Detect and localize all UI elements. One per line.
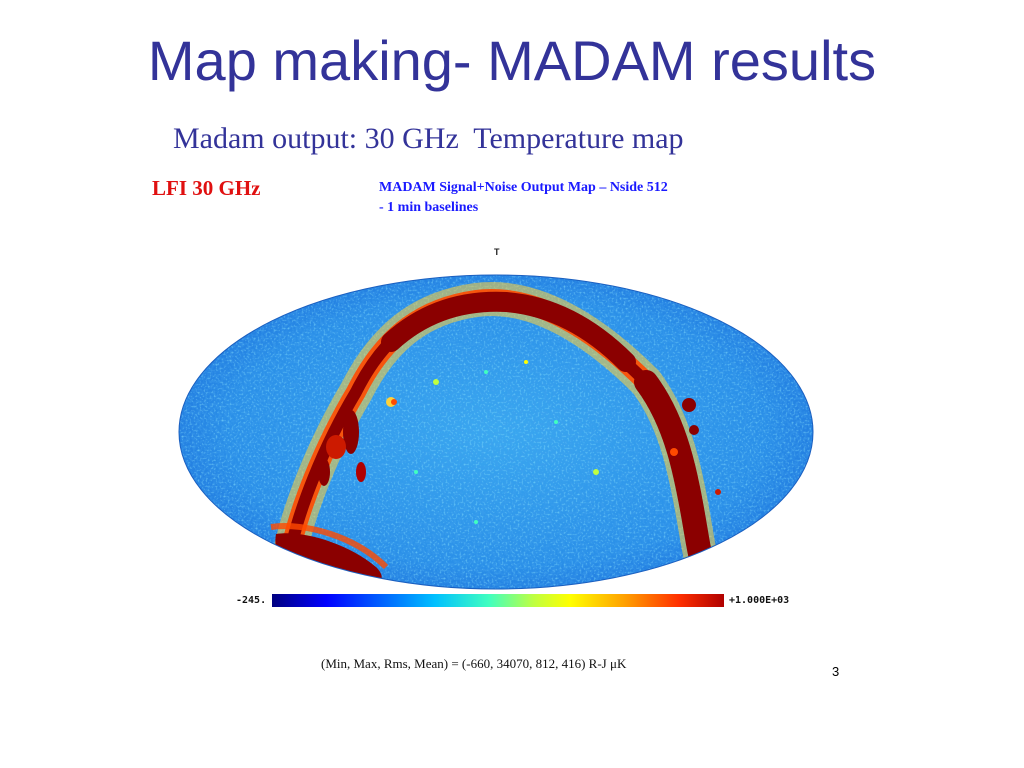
colorbar-min-label: -245.: [236, 595, 267, 606]
stokes-label: T: [494, 247, 500, 257]
map-statistics: (Min, Max, Rms, Mean) = (-660, 34070, 81…: [321, 656, 627, 671]
map-caption-line-1: MADAM Signal+Noise Output Map – Nside 51…: [379, 180, 668, 195]
page-number: 3: [832, 664, 840, 679]
lfi-label: LFI 30 GHz: [152, 176, 261, 200]
colorbar: [272, 594, 724, 607]
mollweide-sky-map: [178, 274, 814, 590]
colorbar-max-label: +1.000E+03: [729, 595, 790, 606]
slide-subtitle: Madam output: 30 GHz Temperature map: [173, 122, 684, 155]
slide-title: Map making- MADAM results: [147, 29, 877, 92]
map-caption-line-2: - 1 min baselines: [379, 200, 479, 215]
map-caption: MADAM Signal+Noise Output Map – Nside 51…: [379, 178, 759, 218]
